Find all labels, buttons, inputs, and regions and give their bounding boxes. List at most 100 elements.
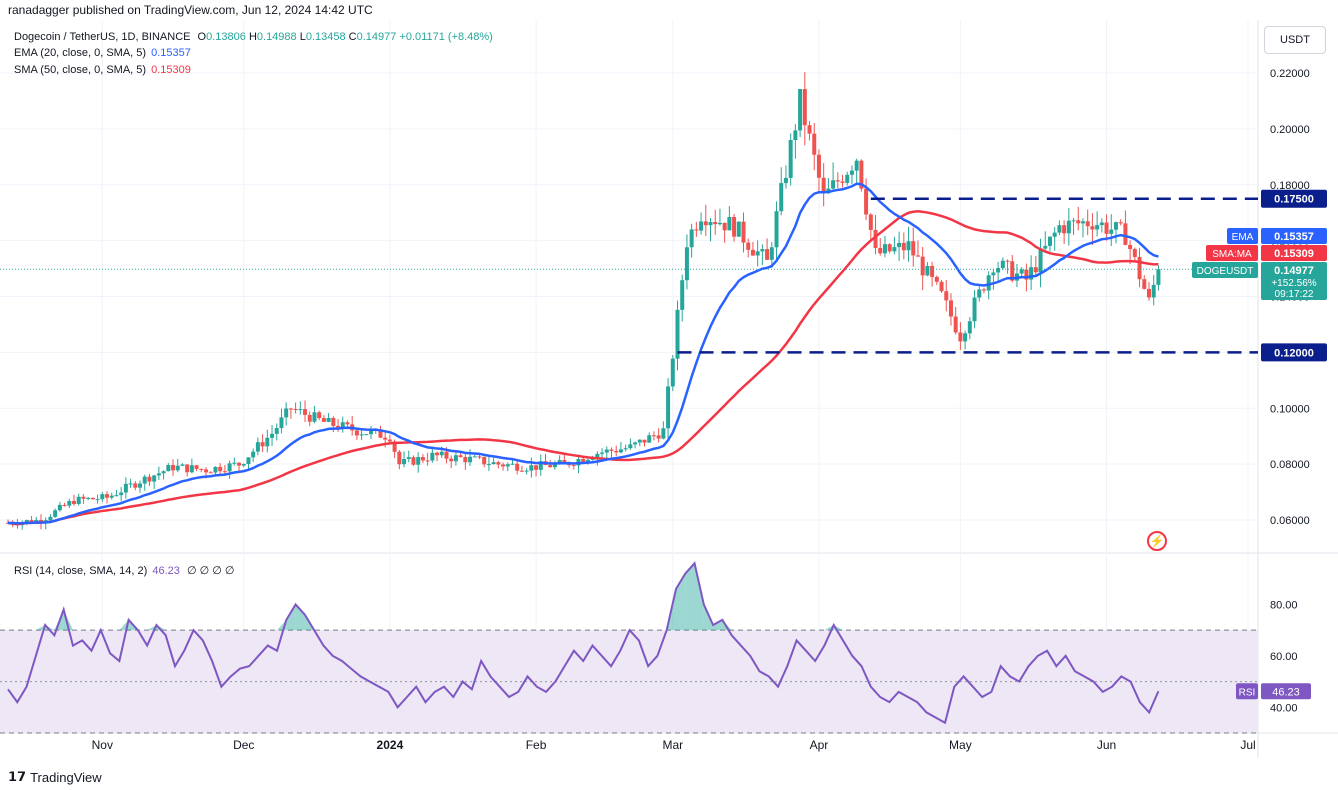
candle-body [953,316,958,333]
legend-h: 0.14988 [256,31,297,43]
legend-ema-value: 0.15357 [151,47,191,59]
price-tag-value: 0.14977 [1274,265,1314,277]
legend-ohlc: Dogecoin / TetherUS, 1D, BINANCE O0.1380… [14,31,493,43]
candle-body [453,455,458,462]
legend-ema[interactable]: EMA (20, close, 0, SMA, 5) 0.15357 [14,47,191,59]
candle-body [934,276,939,282]
legend-rsi[interactable]: RSI (14, close, SMA, 14, 2) 46.23 ∅ ∅ ∅ … [14,564,234,577]
legend-l-label: L [299,31,306,43]
legend-sma-label: SMA (50, close, 0, SMA, 5) [14,64,147,76]
candle-body [284,408,289,418]
time-tick-label: Jul [1240,738,1255,752]
time-tick-label: May [949,738,972,752]
legend-c: 0.14977 [356,31,397,43]
currency-button[interactable]: USDT [1264,26,1326,54]
candle-body [383,437,388,440]
rsi-overbought-fill [685,563,695,631]
candle-body [963,333,968,342]
candle-body [477,456,482,458]
candle-body [977,289,982,298]
candle-body [213,466,218,473]
candle-body [911,241,916,256]
candle-body [1062,225,1067,234]
candle-body [152,475,157,482]
rsi-overbought-fill [35,625,46,631]
candle-body [708,222,713,226]
candle-body [72,500,77,504]
candle-body [524,470,529,472]
candle-body [166,465,171,472]
candle-body [53,510,58,517]
candle-body [939,281,944,292]
candle-body [482,456,487,465]
rsi-overbought-fill [675,573,686,631]
candle-body [600,452,605,454]
time-tick-label: Dec [233,738,254,752]
time-tick-label: Apr [810,738,829,752]
candle-body [774,211,779,248]
candle-body [717,222,722,225]
tradingview-logo[interactable]: 𝟭𝟳 TradingView [8,769,102,785]
candle-body [604,449,609,453]
candle-body [831,180,836,189]
candle-body [369,430,374,435]
candle-body [651,435,656,437]
candle-body [887,244,892,252]
price-axis[interactable]: 0.060000.080000.100000.120000.140000.160… [1270,68,1310,714]
price-tag-box [1261,262,1327,300]
level-tag [1261,189,1327,208]
legend-symbol: Dogecoin / TetherUS, 1D, BINANCE [14,31,191,43]
candle-body [354,430,359,436]
candle-body [24,520,29,523]
legend-c-label: C [348,31,357,43]
candle-body [237,462,242,466]
candle-body [647,435,652,443]
candle-body [595,453,600,459]
rsi-band [0,629,1258,734]
time-axis[interactable]: Nov Dec 2024 Feb Mar Apr May Jun Jul [92,738,1256,752]
grid-lines [0,20,1338,758]
candle-body [222,471,227,473]
candle-body [270,433,275,438]
candle-body [397,451,402,465]
candle-body [581,459,586,462]
rsi-tag-value: 46.23 [1272,686,1300,698]
candle-body [1099,222,1104,226]
candle-body [321,418,326,422]
candle-body [420,457,425,461]
candle-body [901,242,906,251]
price-tag-name: DOGEUSDT [1197,266,1254,277]
candle-body [906,241,911,251]
legend-o: 0.13806 [206,31,246,43]
candle-body [255,442,260,452]
candle-body [265,437,270,447]
candle-body [293,409,298,411]
candle-body [878,247,883,254]
candle-body [402,459,407,465]
rsi-overbought-fill [694,563,704,631]
candle-body [133,483,138,488]
candle-body [317,412,322,419]
candle-body [519,470,524,472]
price-tag-name-box [1206,245,1258,261]
rsi-series-line [7,561,1160,725]
candle-body [57,504,62,511]
candle-body [199,468,204,470]
candle-body [288,408,293,410]
candle-body [557,460,562,464]
candle-body [779,183,784,212]
candle-body [637,439,642,443]
candle-body [444,451,449,459]
price-tick-label: 0.18000 [1270,180,1310,192]
candle-body [510,463,515,465]
candle-body [1137,256,1142,280]
legend-sma[interactable]: SMA (50, close, 0, SMA, 5) 0.15309 [14,64,191,76]
candle-body [86,497,91,499]
candle-body [48,516,53,521]
candle-body [699,221,704,231]
candle-body [1024,269,1029,280]
candle-body [392,441,397,452]
flash-icon[interactable]: ⚡ [1147,531,1167,551]
candle-body [538,461,543,470]
